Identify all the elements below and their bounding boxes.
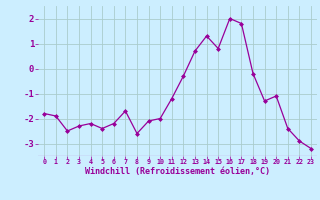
X-axis label: Windchill (Refroidissement éolien,°C): Windchill (Refroidissement éolien,°C) xyxy=(85,167,270,176)
